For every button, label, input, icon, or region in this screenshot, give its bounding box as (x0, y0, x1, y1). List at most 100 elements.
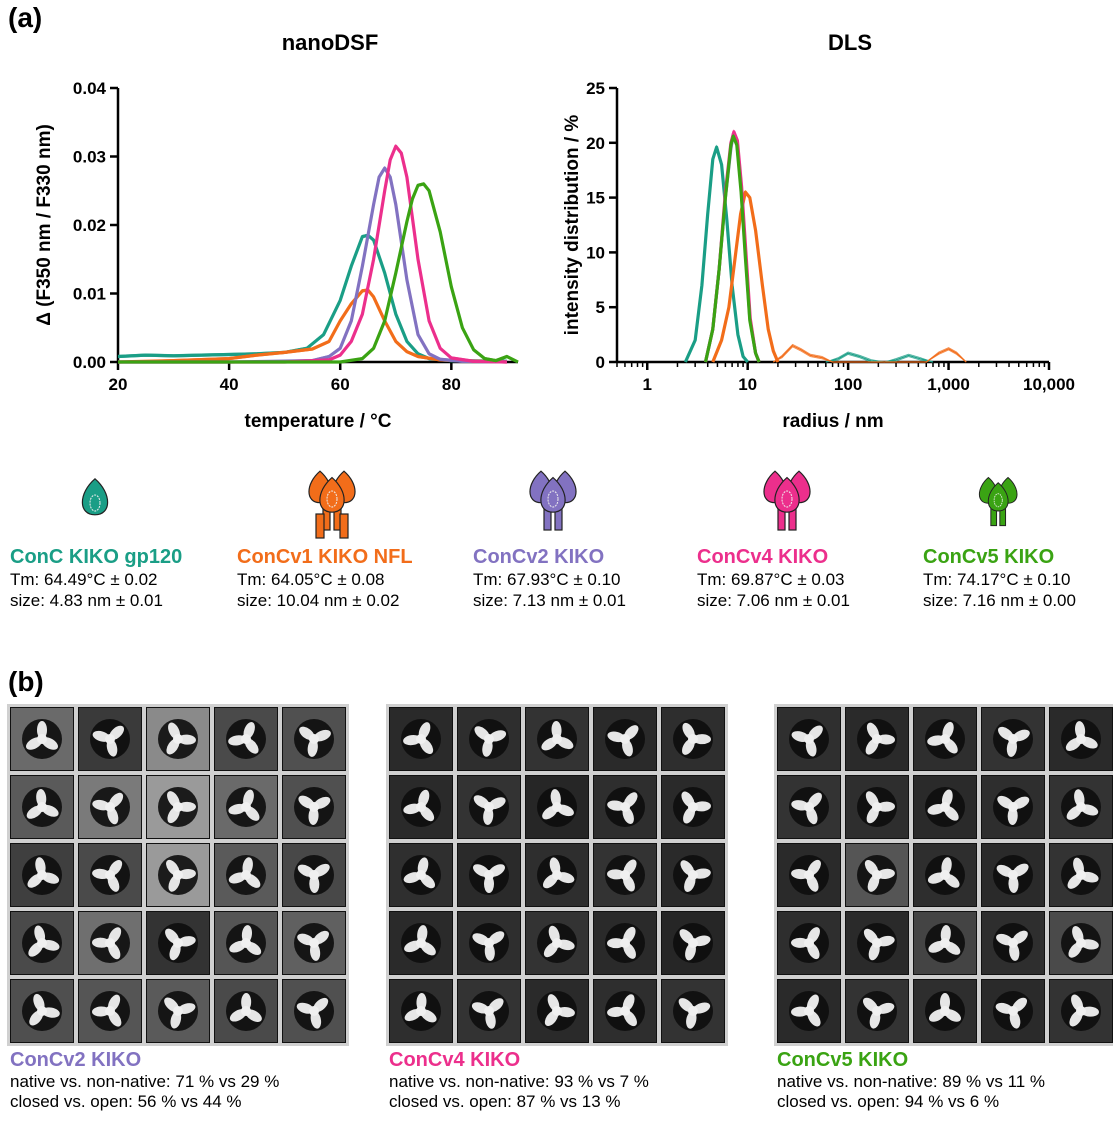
class-average-cell (282, 843, 346, 907)
class-average-cell (78, 843, 142, 907)
class-average-cell (389, 979, 453, 1043)
series-replicate-line (118, 144, 507, 363)
series-line-6 (772, 345, 967, 363)
class-average-cell (981, 707, 1045, 771)
series-line-0 (683, 145, 749, 364)
class-average-cell (913, 911, 977, 975)
y-tick-label: 5 (596, 298, 605, 317)
class-average-cell (389, 911, 453, 975)
class-average-cell (913, 979, 977, 1043)
class-average-cell (457, 707, 521, 771)
class-average-cell (146, 775, 210, 839)
class-average-cell (981, 911, 1045, 975)
x-tick-label: 60 (331, 375, 350, 394)
class-average-cell (78, 911, 142, 975)
nanodsf-title: nanoDSF (281, 30, 379, 55)
x-axis-label: temperature / °C (245, 411, 392, 432)
class-average-cell (457, 843, 521, 907)
construct-tm: Tm: 69.87°C ± 0.03 (697, 570, 845, 589)
x-tick-label: 20 (109, 375, 128, 394)
class-average-cell (1049, 911, 1113, 975)
class-average-cell (845, 979, 909, 1043)
class-average-cell (845, 707, 909, 771)
class-average-cell (777, 911, 841, 975)
class-average-cell (457, 979, 521, 1043)
series-line-1 (117, 288, 507, 364)
series-line-3 (118, 144, 507, 364)
class-average-summary: ConCv4 KIKO native vs. non-native: 93 % v… (389, 1049, 649, 1112)
class-average-cell (10, 775, 74, 839)
construct-icon (308, 470, 356, 539)
class-average-cell (525, 979, 589, 1043)
construct-size: size: 4.83 nm ± 0.01 (10, 591, 163, 610)
class-average-cell (981, 843, 1045, 907)
series-replicate-line (117, 233, 507, 361)
class-average-cell (1049, 775, 1113, 839)
construct-tm: Tm: 74.17°C ± 0.10 (923, 570, 1071, 589)
x-tick-label: 1 (643, 375, 652, 394)
class-average-summary: ConCv5 KIKO native vs. non-native: 89 % v… (777, 1049, 1045, 1112)
series-line-4 (703, 134, 761, 363)
class-average-cell (525, 775, 589, 839)
construct-ConCv5: ConCv5 KIKO Tm: 74.17°C ± 0.10 size: 7.16 … (923, 466, 1111, 611)
class-average-cell (661, 979, 725, 1043)
nanodsf-chart: 0.00 0.01 0.02 0.03 0.04 20 40 60 80 temperature … (34, 79, 519, 432)
class-average-cell (10, 979, 74, 1043)
series-line-2 (118, 166, 507, 364)
class-average-cell (525, 707, 589, 771)
class-average-cell (282, 775, 346, 839)
dls-title: DLS (828, 30, 872, 55)
class-average-cell (593, 775, 657, 839)
class-average-grid (7, 704, 349, 1046)
class-average-cell (389, 707, 453, 771)
class-average-cell (282, 911, 346, 975)
construct-icon (978, 476, 1018, 527)
construct-name: ConC KIKO gp120 (10, 546, 183, 568)
summary-native: native vs. non-native: 89 % vs 11 % (777, 1072, 1046, 1091)
class-average-cell (981, 979, 1045, 1043)
construct-tm: Tm: 64.49°C ± 0.02 (10, 570, 158, 589)
x-tick-label: 10 (738, 375, 757, 394)
class-average-cell (777, 979, 841, 1043)
class-average-cell (389, 775, 453, 839)
series-replicate-line (118, 184, 519, 363)
panel-b-label: (b) (8, 666, 44, 697)
class-average-cell (845, 775, 909, 839)
y-tick-label: 0.03 (73, 148, 106, 167)
class-average-cell (981, 775, 1045, 839)
series-replicate-line (117, 290, 507, 363)
construct-size: size: 7.16 nm ± 0.00 (923, 591, 1076, 610)
x-tick-label: 10,000 (1023, 375, 1075, 394)
class-average-cell (661, 911, 725, 975)
y-tick-label: 15 (586, 189, 605, 208)
dls-chart: 0 5 10 15 20 25 1 10 100 1,000 10,000 radius / nm in… (562, 79, 1075, 432)
class-average-cell (777, 775, 841, 839)
series-replicate-line (117, 288, 507, 363)
class-average-cell (1049, 843, 1113, 907)
class-average-cell (845, 911, 909, 975)
y-tick-label: 0 (596, 353, 605, 372)
construct-icon (529, 470, 577, 531)
class-average-cell (282, 979, 346, 1043)
series-line-1 (711, 190, 780, 363)
class-average-cell (525, 843, 589, 907)
class-average-cell (214, 979, 278, 1043)
class-average-cell (282, 707, 346, 771)
class-average-cell (10, 707, 74, 771)
class-average-cell (457, 775, 521, 839)
class-average-cell (214, 911, 278, 975)
y-tick-label: 0.01 (73, 285, 106, 304)
class-average-cell (78, 707, 142, 771)
construct-tm: Tm: 64.05°C ± 0.08 (237, 570, 385, 589)
construct-tm: Tm: 67.93°C ± 0.10 (473, 570, 621, 589)
y-axis-label: Δ (F350 nm / F330 nm) (34, 124, 55, 326)
class-average-cell (146, 979, 210, 1043)
summary-closed: closed vs. open: 56 % vs 44 % (10, 1092, 242, 1111)
class-average-cell (457, 911, 521, 975)
class-average-cell (1049, 979, 1113, 1043)
y-tick-label: 20 (586, 134, 605, 153)
class-average-cell (661, 843, 725, 907)
construct-size: size: 10.04 nm ± 0.02 (237, 591, 400, 610)
summary-closed: closed vs. open: 94 % vs 6 % (777, 1092, 1000, 1111)
class-average-cell (913, 775, 977, 839)
